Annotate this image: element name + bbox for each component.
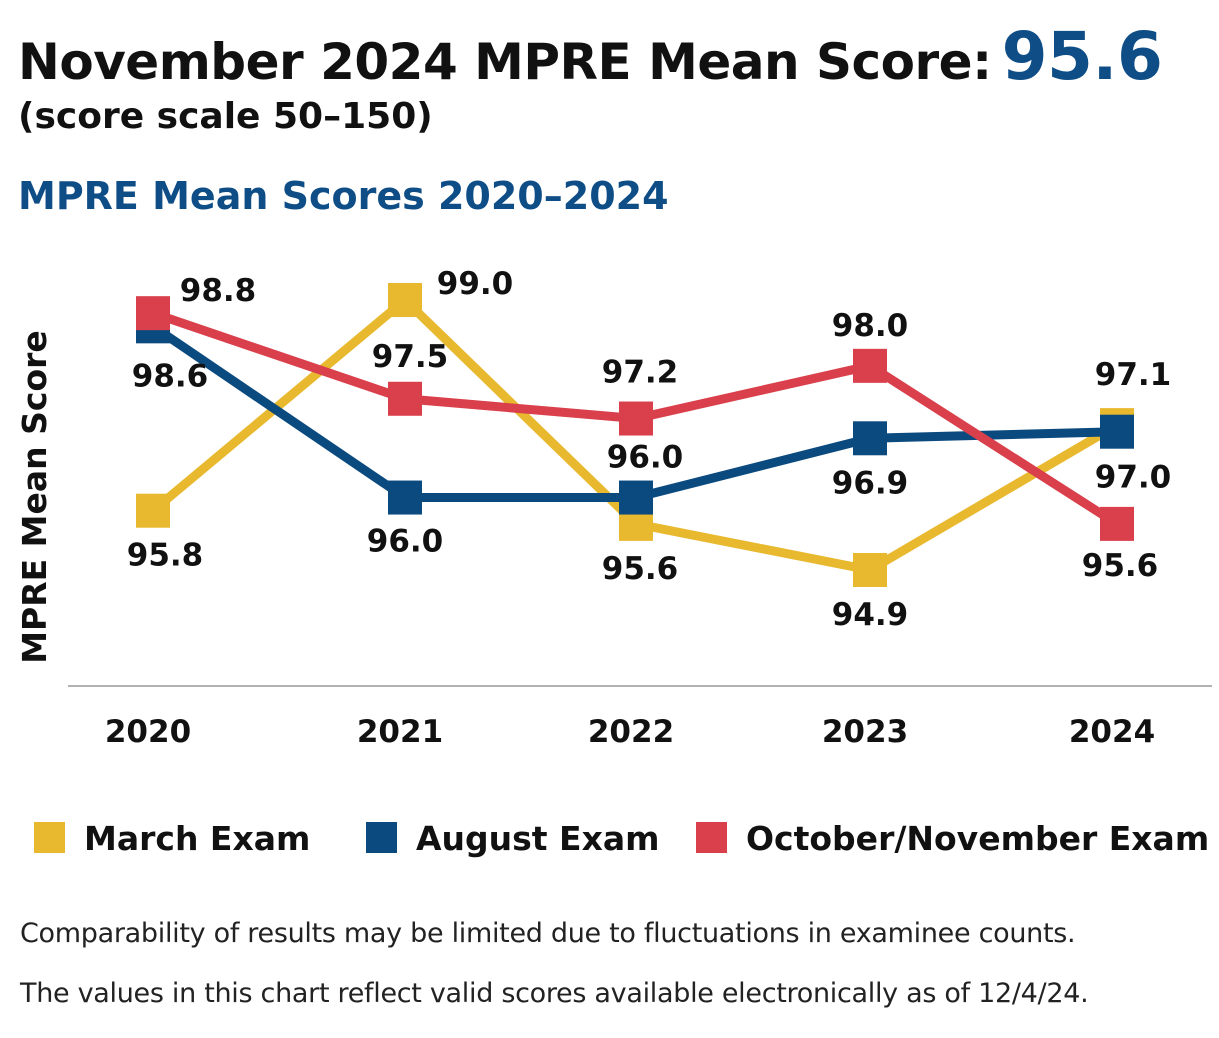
data-point-marker [388, 283, 422, 317]
data-point-marker [619, 480, 653, 515]
data-point-marker [853, 421, 887, 456]
data-label: 98.6 [132, 358, 209, 394]
data-label: 98.8 [180, 273, 257, 309]
data-label: 96.9 [832, 465, 909, 501]
x-tick-label-2023: 2023 [822, 714, 908, 750]
score-scale-subtitle: (score scale 50–150) [18, 96, 433, 137]
headline-score: 95.6 [1001, 18, 1163, 95]
data-label: 95.6 [1082, 548, 1159, 584]
data-label: 95.8 [127, 538, 204, 574]
legend-label-0: March Exam [84, 819, 310, 858]
data-label: 94.9 [832, 597, 909, 633]
data-label: 99.0 [437, 266, 514, 302]
legend-label-1: August Exam [416, 819, 660, 858]
data-point-marker [619, 401, 653, 436]
x-tick-label-2020: 2020 [105, 714, 191, 750]
data-point-marker [388, 381, 422, 416]
data-point-marker [853, 552, 887, 587]
data-point-marker [136, 493, 170, 528]
legend-swatch-0 [34, 822, 65, 853]
legend-swatch-1 [366, 822, 397, 853]
data-label: 97.1 [1095, 357, 1172, 393]
title-text: November 2024 MPRE Mean Score: [18, 33, 992, 91]
x-tick-label-2024: 2024 [1069, 714, 1155, 750]
legend-label-2: October/November Exam [746, 819, 1209, 858]
data-label: 97.2 [602, 355, 679, 391]
y-axis-label: MPRE Mean Score [15, 330, 54, 664]
legend-swatch-2 [696, 822, 727, 853]
data-label: 97.5 [372, 339, 449, 375]
x-tick-label-2021: 2021 [357, 714, 443, 750]
data-point-marker [388, 480, 422, 515]
footnote-comparability: Comparability of results may be limited … [20, 918, 1076, 949]
chart-title: MPRE Mean Scores 2020–2024 [18, 174, 669, 218]
data-point-marker [1100, 506, 1134, 541]
data-point-marker [1100, 414, 1134, 449]
data-label: 95.6 [602, 551, 679, 587]
data-label: 97.0 [1095, 460, 1172, 496]
x-tick-label-2022: 2022 [588, 714, 674, 750]
data-label: 96.0 [607, 440, 684, 476]
page-title: November 2024 MPRE Mean Score: 95.6 [18, 18, 1163, 95]
footnote-validity: The values in this chart reflect valid s… [20, 978, 1089, 1009]
data-point-marker [136, 296, 170, 331]
data-label: 98.0 [832, 308, 909, 344]
data-point-marker [853, 348, 887, 383]
data-label: 96.0 [367, 524, 444, 560]
